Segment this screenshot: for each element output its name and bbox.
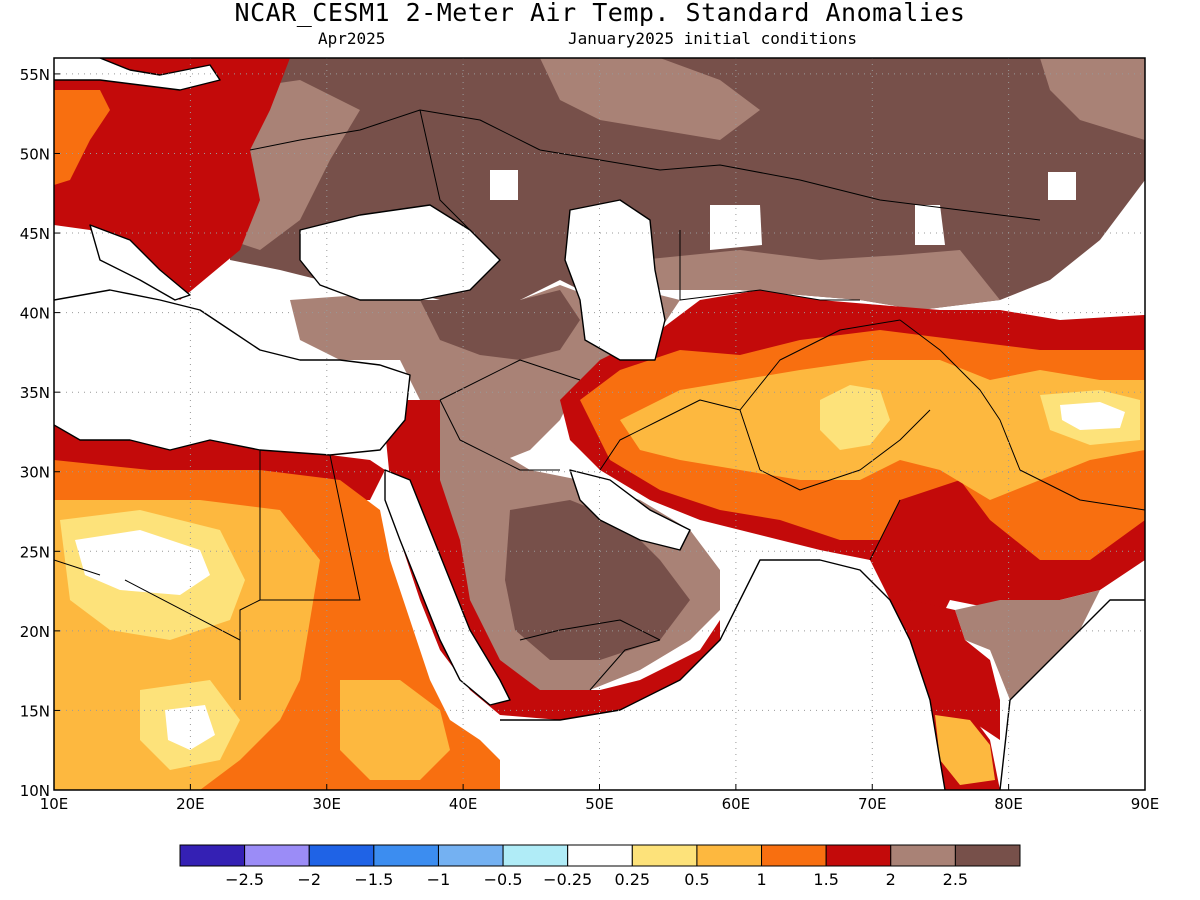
amber-field-s-india <box>935 715 995 785</box>
white-field-tibet <box>1060 402 1125 430</box>
colorbar-swatch <box>696 844 763 867</box>
colorbar-swatch <box>631 844 698 867</box>
light-brown-field-ne <box>1040 58 1145 140</box>
colorbar: −2.5 −2 −1.5 −1 −0.5 −0.25 0.25 0.5 1 1.5 2 2.5 <box>179 844 1021 889</box>
colorbar-label: −2 <box>297 870 321 889</box>
lon-tick-label: 50E <box>585 795 614 813</box>
lon-tick-label: 40E <box>449 795 478 813</box>
lon-tick-label: 10E <box>40 795 69 813</box>
colorbar-swatch <box>308 844 375 867</box>
colorbar-label: −2.5 <box>225 870 264 889</box>
colorbar-label: 2 <box>886 870 896 889</box>
lake-mask-2 <box>1090 265 1118 295</box>
white-field-chad <box>165 705 215 750</box>
lake-balkhash-mask <box>915 205 945 245</box>
graticule <box>54 58 1145 790</box>
latitude-axis: 10N 15N 20N 25N 30N 35N 40N 45N 50N 55N <box>20 66 60 800</box>
black-sea <box>300 205 500 300</box>
lon-tick-label: 30E <box>312 795 341 813</box>
lat-tick-label: 30N <box>20 464 50 482</box>
colorbar-swatch <box>567 844 633 867</box>
light-brown-field-kz <box>640 250 1000 310</box>
colorbar-label: −1 <box>427 870 451 889</box>
red-sea <box>385 470 510 705</box>
colorbar-label: 1.5 <box>813 870 838 889</box>
white-field-sahara <box>75 530 210 595</box>
light-brown-field-india <box>955 590 1100 700</box>
colorbar-label: −1.5 <box>354 870 393 889</box>
yellow-field-afghanistan <box>820 385 890 450</box>
colorbar-swatch <box>244 844 310 867</box>
lon-tick-label: 90E <box>1131 795 1160 813</box>
arabian-sea <box>500 560 945 790</box>
lat-tick-label: 20N <box>20 623 50 641</box>
colorbar-label: 2.5 <box>943 870 968 889</box>
light-brown-field-ru <box>540 58 760 140</box>
colorbar-label: 0.5 <box>684 870 709 889</box>
colorbar-label: 0.25 <box>614 870 650 889</box>
lat-tick-label: 25N <box>20 543 50 561</box>
colorbar-swatch <box>890 844 956 867</box>
orange-field-w-europe <box>54 90 110 185</box>
lat-tick-label: 40N <box>20 305 50 323</box>
mediterranean-sea <box>54 290 410 455</box>
amber-field-iran <box>620 360 1145 500</box>
lake-mask-1 <box>490 170 518 200</box>
north-sea-baltic <box>54 58 220 90</box>
lat-tick-label: 10N <box>20 782 50 800</box>
lat-tick-label: 45N <box>20 225 50 243</box>
valid-month-label: Apr2025 <box>318 29 386 48</box>
longitude-axis: 10E 20E 30E 40E 50E 60E 70E 80E 90E <box>40 784 1160 813</box>
dark-brown-field-anatolia <box>420 290 580 360</box>
lat-tick-label: 15N <box>20 702 50 720</box>
lon-tick-label: 60E <box>722 795 751 813</box>
coastlines <box>54 58 1145 790</box>
colorbar-swatch <box>437 844 504 867</box>
amber-field-ethiopia <box>340 680 450 780</box>
lon-tick-label: 20E <box>176 795 205 813</box>
dark-brown-field-arabia <box>505 500 690 660</box>
adriatic-sea <box>90 225 190 300</box>
lat-tick-label: 50N <box>20 145 50 163</box>
bay-of-bengal <box>1000 600 1145 790</box>
init-conditions-label: January2025 initial conditions <box>568 29 857 48</box>
colorbar-swatch <box>373 844 439 867</box>
colorbar-label: 1 <box>756 870 766 889</box>
country-borders <box>54 109 1145 700</box>
colorbar-label: −0.5 <box>484 870 523 889</box>
map-title: NCAR_CESM1 2-Meter Air Temp. Standard An… <box>234 0 966 27</box>
lake-mask-3 <box>1048 172 1076 200</box>
lat-tick-label: 35N <box>20 384 50 402</box>
red-field-india <box>910 600 1000 740</box>
lon-tick-label: 70E <box>858 795 887 813</box>
colorbar-swatch <box>761 844 827 867</box>
colorbar-swatch <box>954 844 1021 867</box>
lon-tick-label: 80E <box>994 795 1023 813</box>
colorbar-swatch <box>502 844 569 867</box>
colorbar-swatch <box>825 844 892 867</box>
lat-tick-label: 55N <box>20 66 50 84</box>
colorbar-label: −0.25 <box>543 870 592 889</box>
anomaly-fields <box>54 58 1145 790</box>
aral-sea-mask <box>710 205 762 250</box>
caspian-sea <box>565 200 665 360</box>
colorbar-swatch <box>179 844 246 867</box>
